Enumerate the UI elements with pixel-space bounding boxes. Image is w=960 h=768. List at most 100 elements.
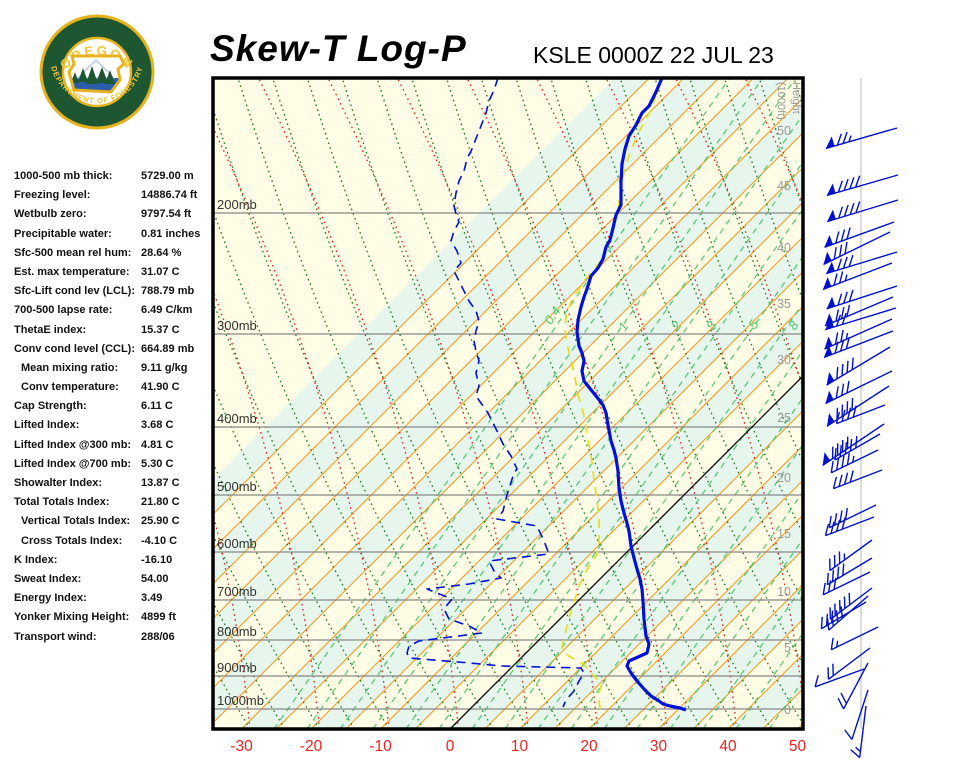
wind-barb	[837, 662, 869, 710]
pressure-label: 300mb	[217, 318, 257, 333]
wind-barb	[824, 318, 893, 350]
stat-row: Yonker Mixing Height: 4899 ft	[14, 608, 210, 627]
stat-row: Transport wind: 288/06	[14, 628, 210, 647]
stat-label: Sweat Index:	[14, 572, 82, 585]
stat-label: ThetaE index:	[14, 323, 87, 336]
stat-value: 0.81 inches	[141, 227, 201, 240]
mixing-ratio-line	[636, 490, 803, 729]
stat-value: 9797.54 ft	[141, 208, 192, 221]
wind-barb	[844, 689, 869, 740]
temp-tick-label: -20	[300, 738, 323, 755]
stat-value: 28.64 %	[141, 246, 182, 259]
wind-barb	[825, 370, 893, 405]
wind-barb	[814, 668, 865, 688]
stat-value: 41.90 C	[141, 381, 180, 394]
wind-barb	[850, 705, 867, 759]
stat-label: Lifted Index:	[14, 419, 80, 432]
stat-value: 31.07 C	[141, 265, 180, 278]
mixing-ratio-line	[570, 396, 803, 729]
wind-barb	[823, 330, 894, 359]
pressure-label: 600mb	[217, 536, 257, 551]
stat-row: Lifted Index @700 mb: 5.30 C	[14, 455, 210, 474]
isotherm-band	[213, 98, 803, 723]
stat-row: Freezing level: 14886.74 ft	[14, 186, 210, 205]
stat-label: Yonker Mixing Height:	[14, 611, 130, 624]
stat-label: Lifted Index @300 mb:	[14, 438, 132, 451]
dry-adiabat-line	[793, 78, 803, 109]
temp-tick-label: 40	[719, 738, 737, 755]
stat-row: Conv cond level (CCL): 664.89 mb	[14, 340, 210, 359]
stat-row: ThetaE index: 15.37 C	[14, 321, 210, 340]
isotherm-line	[658, 583, 803, 729]
stat-row: Total Totals Index: 21.80 C	[14, 493, 210, 512]
wind-barb	[822, 423, 885, 466]
isotherm-line	[414, 340, 803, 729]
wind-barb	[832, 469, 883, 490]
mixing-ratio-line	[438, 207, 803, 729]
odf-logo: OREGON DEPARTMENT OF FORESTRY	[38, 12, 156, 132]
stat-row: Est. max temperature: 31.07 C	[14, 263, 210, 282]
height-tick-label: 0	[784, 703, 791, 717]
isotherm-line	[213, 78, 650, 516]
stat-row: 1000-500 mb thick: 5729.00 m	[14, 167, 210, 186]
pressure-label: 400mb	[217, 411, 257, 426]
wind-barb-panel	[814, 78, 899, 759]
stat-row: Vertical Totals Index: 25.90 C	[14, 512, 210, 531]
height-axis-units: (1000ft)	[775, 82, 787, 120]
isotherm-line	[213, 78, 685, 550]
wind-barb	[827, 647, 871, 680]
stat-value: 664.89 mb	[141, 342, 195, 355]
stat-label: Vertical Totals Index:	[21, 515, 131, 528]
stat-row: Sfc-500 mean rel hum: 28.64 %	[14, 244, 210, 263]
temp-tick-label: 10	[511, 738, 529, 755]
wind-barb	[825, 127, 898, 150]
isotherm-line	[797, 722, 803, 729]
stat-value: 288/06	[141, 630, 175, 643]
wind-barb	[829, 539, 873, 572]
wind-barb	[824, 221, 895, 248]
stat-label: Sfc-500 mean rel hum:	[14, 246, 132, 259]
wind-barb	[826, 385, 890, 427]
stat-value: -4.10 C	[141, 534, 178, 547]
wind-barb	[825, 307, 897, 331]
stat-value: 6.49 C/km	[141, 304, 193, 317]
wind-barb	[826, 174, 899, 197]
dry-adiabat-line	[306, 78, 599, 729]
height-tick-label: 25	[777, 411, 791, 425]
stat-row: Conv temperature: 41.90 C	[14, 378, 210, 397]
stat-value: -16.10	[141, 553, 173, 566]
mixing-ratio-line	[504, 302, 803, 729]
stat-value: 6.11 C	[141, 400, 173, 413]
mixing-ratio-line	[405, 160, 803, 729]
zero-isotherm-line	[449, 375, 803, 729]
isotherm-line	[310, 236, 803, 729]
stat-label: 700-500 lapse rate:	[14, 304, 113, 317]
height-tick-label: 10	[777, 585, 791, 599]
dewpoint-trace	[406, 78, 585, 708]
dry-adiabat-line	[341, 78, 633, 729]
stat-label: Sfc-Lift cond lev (LCL):	[14, 285, 135, 298]
stat-label: Total Totals Index:	[14, 496, 110, 509]
isotherm-line	[213, 78, 720, 585]
stat-label: Showalter Index:	[14, 477, 103, 489]
wind-barb	[820, 601, 867, 630]
wind-barb	[826, 346, 891, 386]
stat-row: 700-500 lapse rate: 6.49 C/km	[14, 301, 210, 320]
plot-area: 0.4 1 2 3 5 8	[213, 78, 803, 729]
isotherm-line	[213, 131, 803, 724]
dry-adiabat-line	[550, 78, 803, 666]
dry-adiabat-line	[445, 78, 738, 729]
height-tick-label: 45	[777, 179, 791, 193]
temp-tick-label: 50	[789, 738, 807, 755]
isotherm-line	[213, 97, 803, 689]
stat-label: Transport wind:	[14, 630, 97, 643]
mixing-ratio-line	[537, 349, 803, 729]
station-datetime: KSLE 0000Z 22 JUL 23	[533, 42, 774, 68]
stat-row: Energy Index: 3.49	[14, 589, 210, 608]
isotherm-line	[623, 548, 803, 729]
stat-label: Conv temperature:	[21, 381, 119, 394]
moist-adiabat-line	[744, 78, 803, 205]
stat-value: 5729.00 m	[141, 170, 194, 182]
stat-row: Sfc-Lift cond lev (LCL): 788.79 mb	[14, 282, 210, 301]
